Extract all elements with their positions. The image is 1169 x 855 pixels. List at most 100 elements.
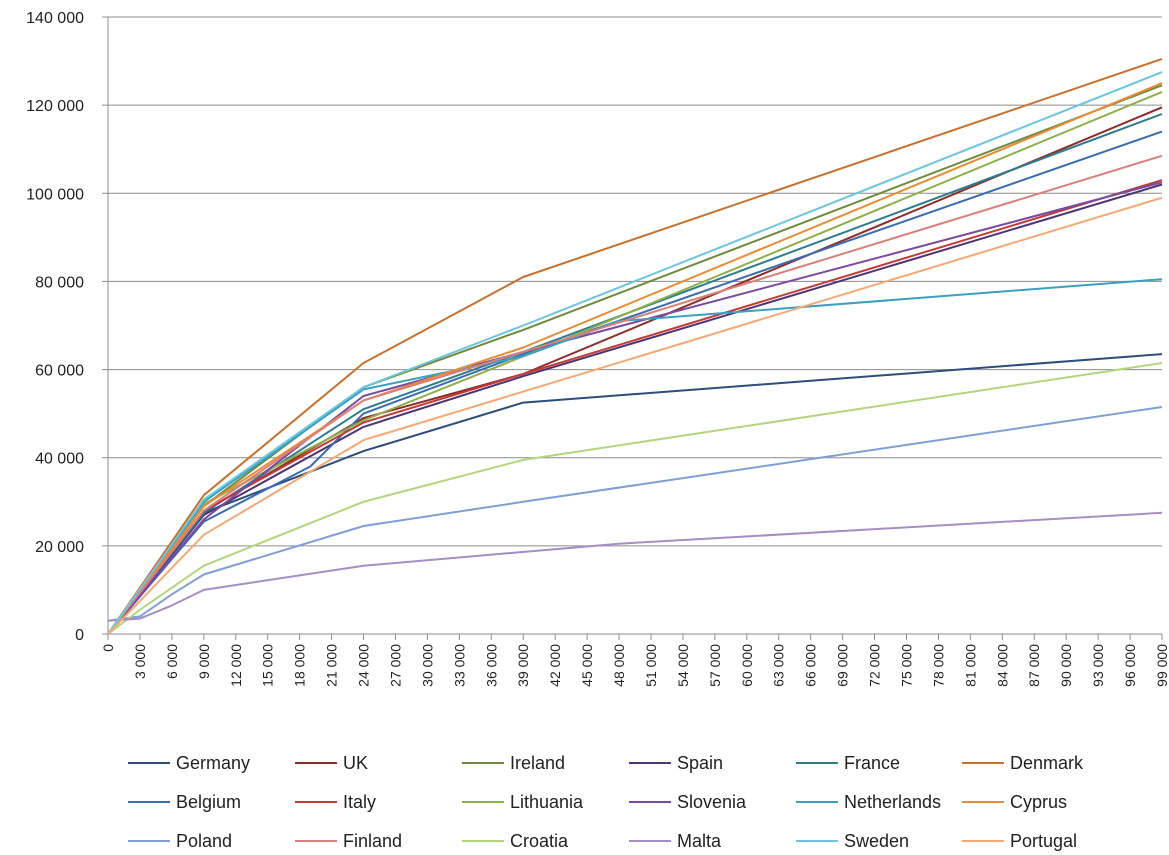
legend-swatch xyxy=(962,762,1004,764)
y-tick-label: 100 000 xyxy=(26,186,84,203)
x-tick-label: 12 000 xyxy=(228,644,244,687)
legend-item-ireland: Ireland xyxy=(462,752,565,774)
legend-item-poland: Poland xyxy=(128,830,232,852)
x-tick-label: 36 000 xyxy=(483,644,499,687)
x-tick-label: 93 000 xyxy=(1090,644,1106,687)
legend-label: Finland xyxy=(343,830,403,851)
legend-label: Italy xyxy=(343,791,377,812)
series-line-netherlands xyxy=(107,278,1163,635)
legend-item-cyprus: Cyprus xyxy=(962,791,1067,813)
x-tick-label: 81 000 xyxy=(962,644,978,687)
legend-label: Germany xyxy=(176,752,251,773)
x-tick-label: 54 000 xyxy=(675,644,691,687)
series-line-ireland xyxy=(107,84,1163,635)
y-tick-label: 0 xyxy=(75,627,84,644)
x-tick-label: 21 000 xyxy=(324,644,340,687)
x-tick-label: 72 000 xyxy=(867,644,883,687)
series-line-italy xyxy=(107,179,1163,635)
x-tick-label: 15 000 xyxy=(260,644,276,687)
legend-swatch xyxy=(462,801,504,803)
legend-item-sweden: Sweden xyxy=(796,830,909,852)
legend-item-belgium: Belgium xyxy=(128,791,241,813)
legend-item-malta: Malta xyxy=(629,830,721,852)
legend-label: Cyprus xyxy=(1010,791,1068,812)
line-chart: 0 20 000 40 000 60 000 80 000 100 000 120 000 1… xyxy=(26,10,1169,687)
x-tick-label: 9 000 xyxy=(196,644,212,679)
legend-swatch xyxy=(796,801,838,803)
series-line-portugal xyxy=(107,196,1163,635)
y-axis-tick-labels: 0 20 000 40 000 60 000 80 000 100 000 120 000 1… xyxy=(26,10,84,644)
x-tick-label: 45 000 xyxy=(579,644,595,687)
legend-label: Croatia xyxy=(510,830,569,851)
legend-item-italy: Italy xyxy=(295,791,376,813)
legend-item-denmark: Denmark xyxy=(962,752,1083,774)
legend-item-finland: Finland xyxy=(295,830,402,852)
x-tick-label: 63 000 xyxy=(771,644,787,687)
x-tick-label: 24 000 xyxy=(356,644,372,687)
y-tick-label: 60 000 xyxy=(35,363,84,380)
y-tick-label: 80 000 xyxy=(35,274,84,291)
x-tick-label: 60 000 xyxy=(739,644,755,687)
x-tick-label: 57 000 xyxy=(707,644,723,687)
legend-label: France xyxy=(844,752,901,773)
legend-item-uk: UK xyxy=(295,752,368,774)
y-tick-label: 40 000 xyxy=(35,451,84,468)
legend-label: Ireland xyxy=(510,752,566,773)
x-tick-label: 90 000 xyxy=(1058,644,1074,687)
legend-label: Portugal xyxy=(1010,830,1078,851)
x-tick-label: 3 000 xyxy=(132,644,148,679)
legend-swatch xyxy=(796,840,838,842)
series-line-sweden xyxy=(107,71,1163,635)
x-tick-label: 87 000 xyxy=(1026,644,1042,687)
legend-item-netherlands: Netherlands xyxy=(796,791,941,813)
x-tick-label: 27 000 xyxy=(387,644,403,687)
y-tick-label: 120 000 xyxy=(26,98,84,115)
x-axis-tick-labels: 0 3 000 6 000 9 000 12 000 15 000 18 000 21 000… xyxy=(100,644,1169,687)
series-line-belgium xyxy=(107,130,1163,635)
x-tick-label: 51 000 xyxy=(643,644,659,687)
legend-item-slovenia: Slovenia xyxy=(629,791,746,813)
x-tick-label: 84 000 xyxy=(994,644,1010,687)
x-tick-label: 48 000 xyxy=(611,644,627,687)
x-tick-label: 66 000 xyxy=(803,644,819,687)
legend-item-lithuania: Lithuania xyxy=(462,791,583,813)
series-line-finland xyxy=(107,154,1163,635)
x-tick-label: 33 000 xyxy=(451,644,467,687)
legend-label: Sweden xyxy=(844,830,910,851)
axes xyxy=(102,16,1163,640)
legend-label: UK xyxy=(343,752,369,773)
legend-item-germany: Germany xyxy=(128,752,250,774)
x-tick-label: 96 000 xyxy=(1122,644,1138,687)
legend-swatch xyxy=(629,801,671,803)
legend-label: Spain xyxy=(677,752,724,773)
legend-label: Slovenia xyxy=(677,791,747,812)
series-lines xyxy=(107,57,1163,635)
y-tick-label: 140 000 xyxy=(26,10,84,27)
series-line-germany xyxy=(107,353,1163,635)
legend-label: Belgium xyxy=(176,791,242,812)
legend-swatch xyxy=(128,801,170,803)
x-tick-label: 42 000 xyxy=(547,644,563,687)
x-tick-label: 18 000 xyxy=(292,644,308,687)
x-tick-label: 0 xyxy=(100,644,116,652)
series-line-denmark xyxy=(107,57,1163,635)
y-tick-label: 20 000 xyxy=(35,539,84,556)
series-line-spain xyxy=(107,183,1163,635)
legend-swatch xyxy=(629,762,671,764)
series-line-croatia xyxy=(107,362,1163,635)
legend-swatch xyxy=(128,762,170,764)
legend-swatch xyxy=(295,762,337,764)
legend-swatch xyxy=(629,840,671,842)
x-tick-label: 69 000 xyxy=(835,644,851,687)
series-line-poland xyxy=(107,406,1163,622)
legend-label: Denmark xyxy=(1010,752,1084,773)
legend-item-croatia: Croatia xyxy=(462,830,568,852)
legend-label: Malta xyxy=(677,830,722,851)
legend-swatch xyxy=(796,762,838,764)
legend-label: Netherlands xyxy=(844,791,942,812)
legend-swatch xyxy=(295,840,337,842)
legend-item-spain: Spain xyxy=(629,752,723,774)
x-tick-label: 6 000 xyxy=(164,644,180,679)
legend-swatch xyxy=(295,801,337,803)
x-tick-label: 39 000 xyxy=(515,644,531,687)
